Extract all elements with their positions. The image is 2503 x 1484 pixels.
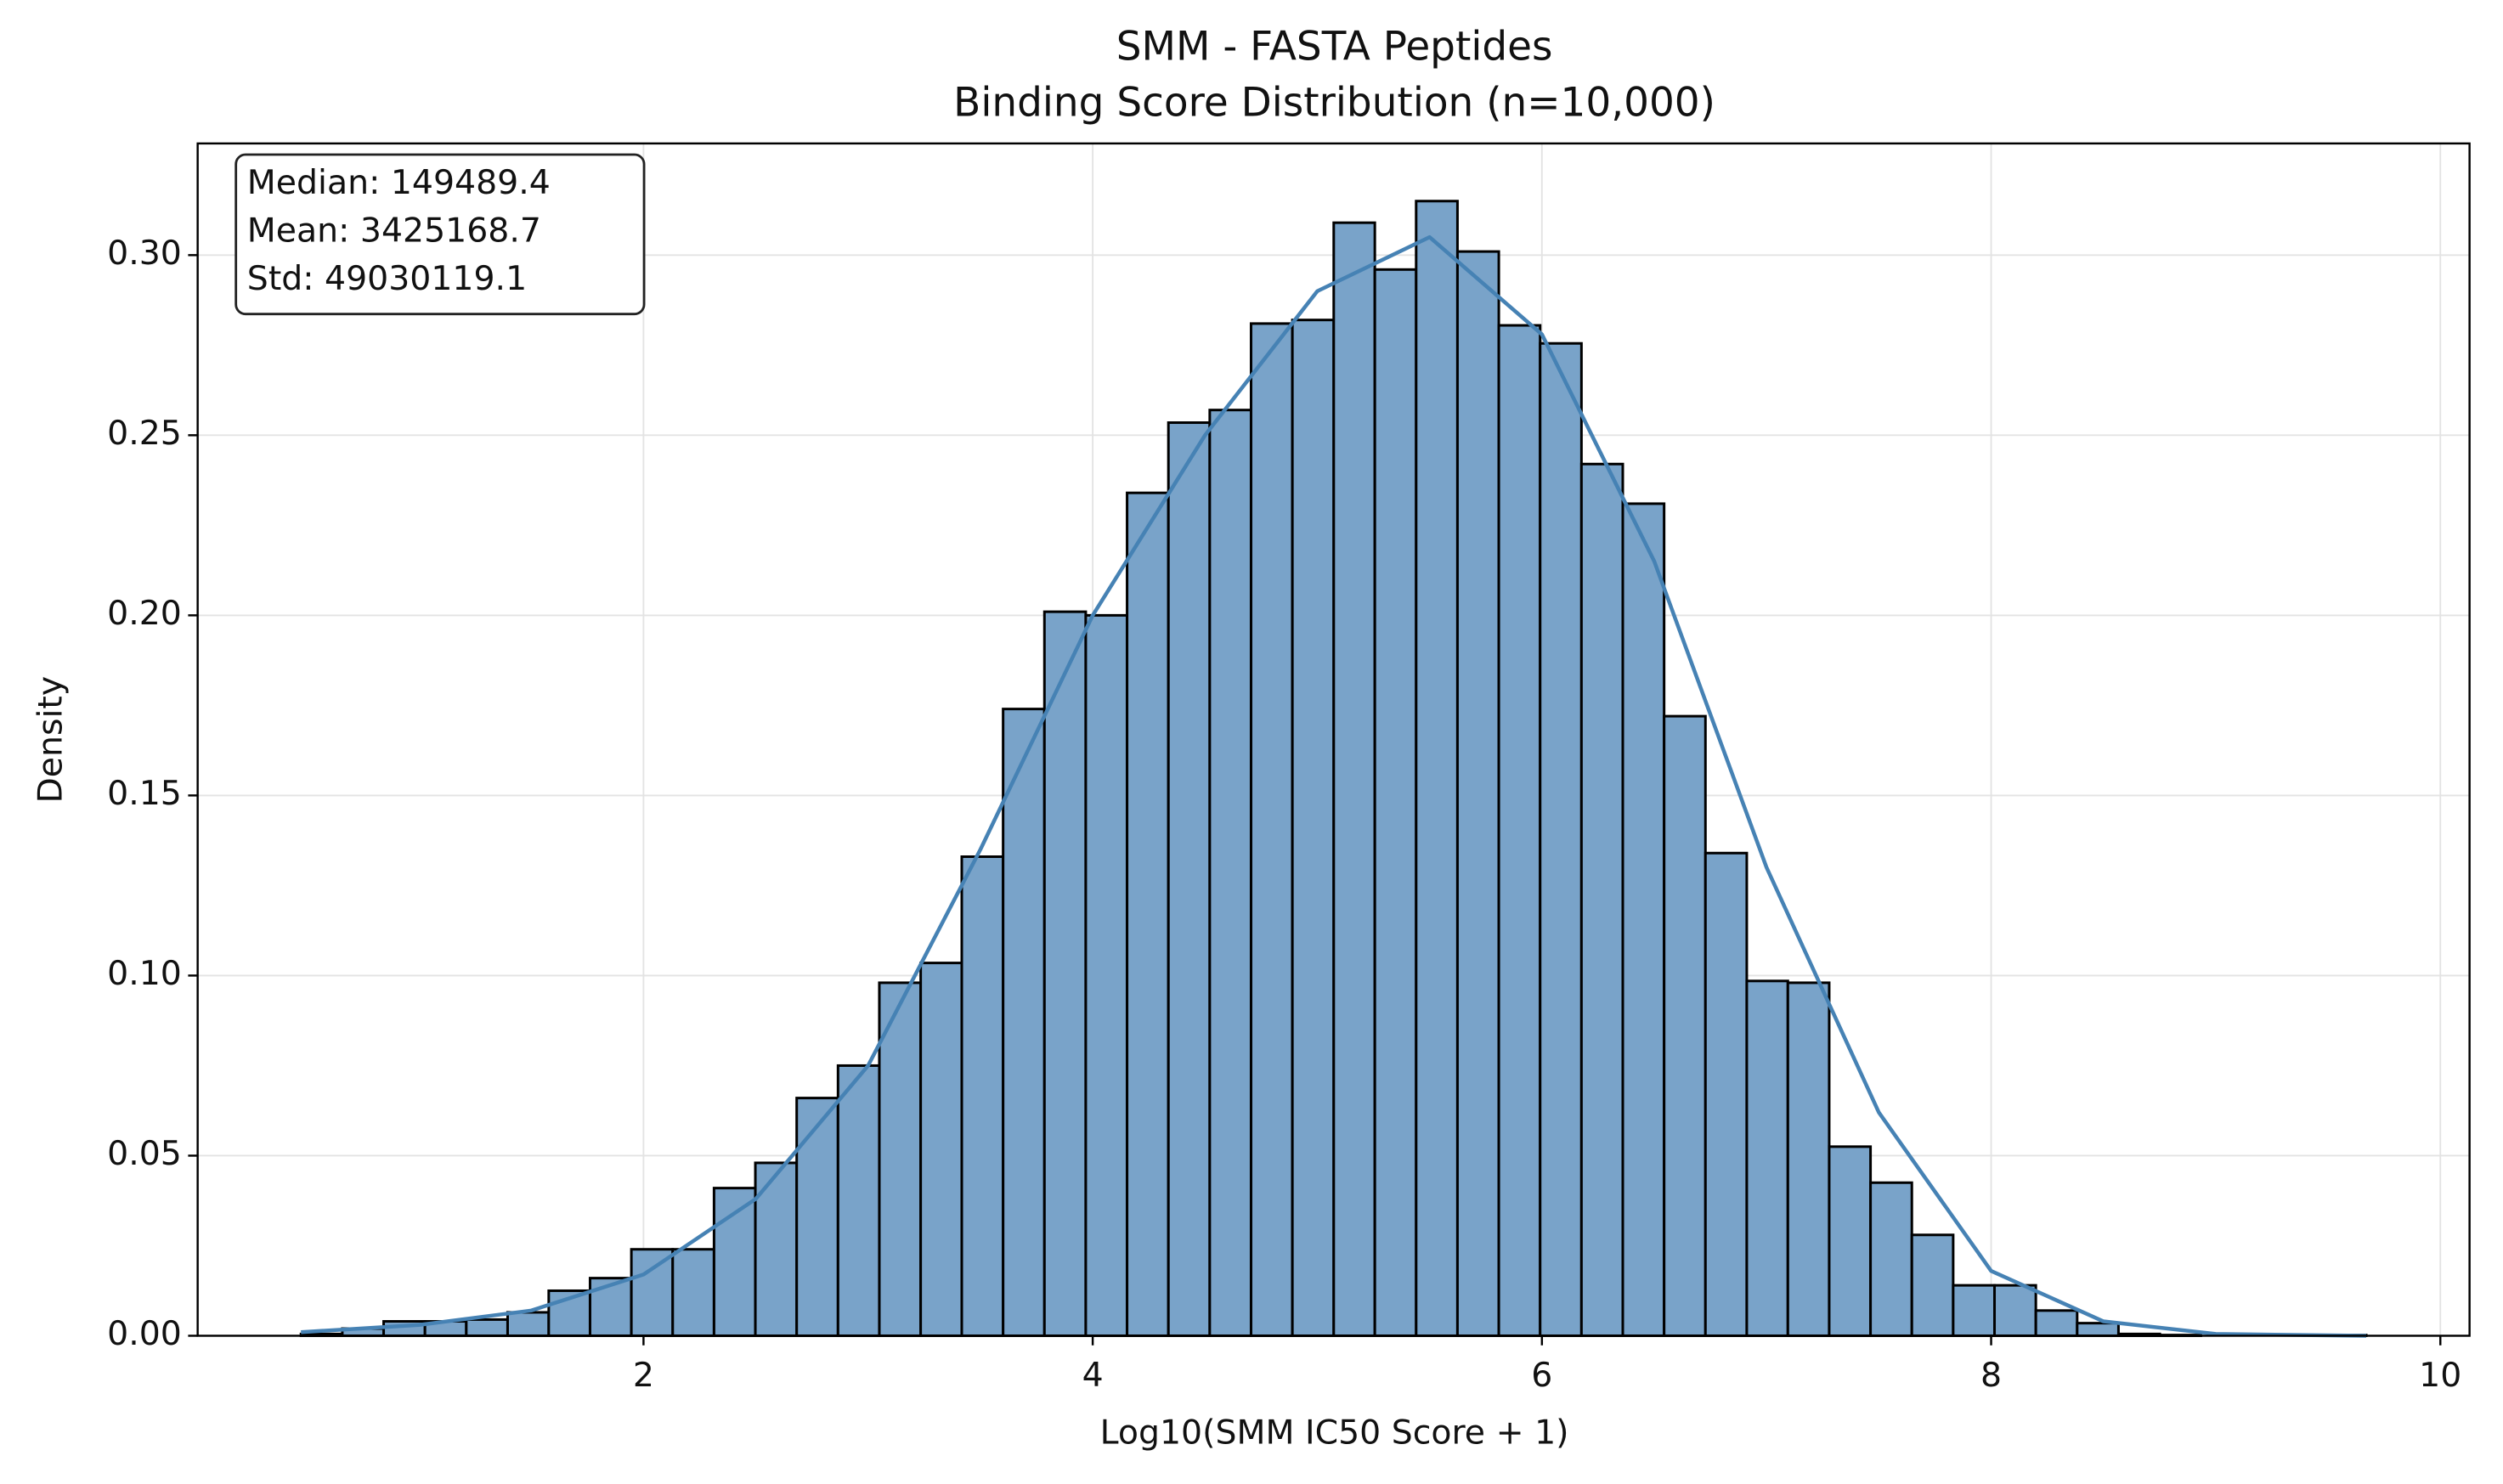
bar — [712, 1187, 757, 1337]
bar — [1002, 708, 1046, 1337]
bar — [588, 1277, 633, 1337]
stats-text: Std: 49030119.1 — [247, 259, 527, 298]
bar — [795, 1097, 839, 1337]
bar — [1539, 341, 1583, 1337]
chart-title: SMM - FASTA Peptides — [1116, 24, 1553, 71]
bar — [1332, 221, 1376, 1337]
bar — [1828, 1145, 1873, 1337]
bar — [1126, 491, 1170, 1337]
y-tick-label: 0.00 — [107, 1314, 182, 1353]
bar — [1415, 200, 1459, 1337]
bar — [1952, 1284, 1997, 1337]
bar — [919, 962, 963, 1337]
bar — [1455, 250, 1500, 1337]
bar — [671, 1248, 715, 1337]
x-tick-label: 6 — [1531, 1356, 1552, 1395]
bar — [836, 1064, 881, 1337]
bar — [1497, 324, 1542, 1337]
bar — [1208, 409, 1252, 1337]
bar — [1704, 851, 1749, 1337]
bar — [506, 1311, 551, 1337]
y-tick-label: 0.15 — [107, 774, 182, 813]
bar — [1249, 322, 1294, 1337]
bar — [960, 855, 1005, 1337]
x-tick-label: 8 — [1980, 1356, 2002, 1395]
x-axis-label: Log10(SMM IC50 Score + 1) — [1100, 1413, 1569, 1452]
bar — [1621, 502, 1666, 1337]
bar — [1869, 1181, 1913, 1337]
bar — [1084, 613, 1129, 1337]
bars — [299, 200, 2368, 1337]
y-axis-label: Density — [31, 676, 70, 804]
y-tick-label: 0.20 — [107, 594, 182, 633]
bar — [1745, 979, 1789, 1337]
kde-line — [301, 234, 2367, 1338]
bar — [1993, 1284, 2037, 1337]
lines — [301, 234, 2367, 1338]
bar — [1579, 462, 1624, 1337]
bar — [1373, 268, 1418, 1337]
y-tick-label: 0.05 — [107, 1134, 182, 1173]
bar — [1291, 319, 1336, 1337]
bar — [2076, 1322, 2120, 1337]
bar — [630, 1248, 675, 1337]
bar — [1167, 421, 1212, 1337]
y-tick-label: 0.25 — [107, 414, 182, 453]
y-tick-label: 0.10 — [107, 954, 182, 993]
bar — [1910, 1233, 1955, 1337]
stats-text: Mean: 3425168.7 — [247, 211, 541, 250]
bar — [2034, 1309, 2079, 1337]
x-tick-label: 10 — [2419, 1356, 2461, 1395]
bar — [1786, 981, 1831, 1337]
stats-box — [234, 153, 646, 316]
bar — [1042, 610, 1088, 1337]
bar — [465, 1318, 509, 1337]
plot-frame — [196, 142, 2471, 1337]
chart-subtitle: Binding Score Distribution (n=10,000) — [953, 79, 1715, 126]
bar — [754, 1161, 799, 1337]
x-tick-label: 4 — [1082, 1356, 1104, 1395]
y-tick-label: 0.30 — [107, 234, 182, 273]
stats-text: Median: 149489.4 — [247, 163, 551, 202]
x-tick-label: 2 — [633, 1356, 654, 1395]
bar — [1663, 714, 1707, 1337]
